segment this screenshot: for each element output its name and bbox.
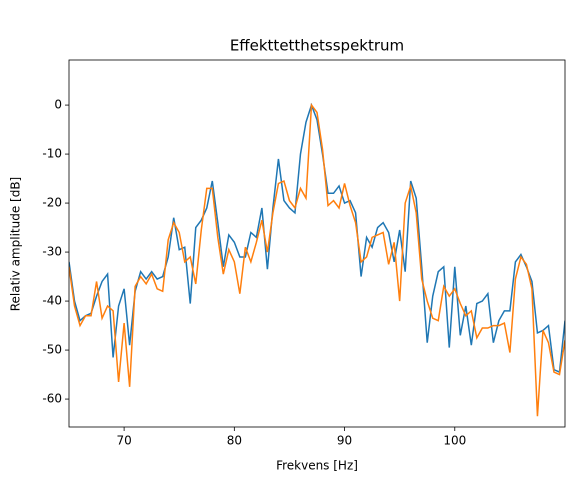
y-axis-label: Relativ amplitude [dB] (9, 177, 23, 312)
y-tick-label: -40 (42, 294, 62, 308)
x-axis-label: Frekvens [Hz] (276, 459, 358, 473)
x-tick-label: 100 (443, 434, 466, 448)
data-line (69, 102, 565, 374)
y-tick-label: -30 (42, 245, 62, 259)
y-tick-label: -20 (42, 196, 62, 210)
x-tick-label: 80 (227, 434, 242, 448)
y-tick-label: -50 (42, 343, 62, 357)
y-tick-label: -10 (42, 147, 62, 161)
y-tick-label: 0 (54, 98, 62, 112)
y-tick-label: -60 (42, 392, 62, 406)
data-line (69, 102, 565, 417)
plot-frame (68, 59, 566, 428)
x-tick-label: 70 (116, 434, 131, 448)
x-tick-label: 90 (337, 434, 352, 448)
chart-title: Effekttetthetsspektrum (230, 37, 404, 55)
